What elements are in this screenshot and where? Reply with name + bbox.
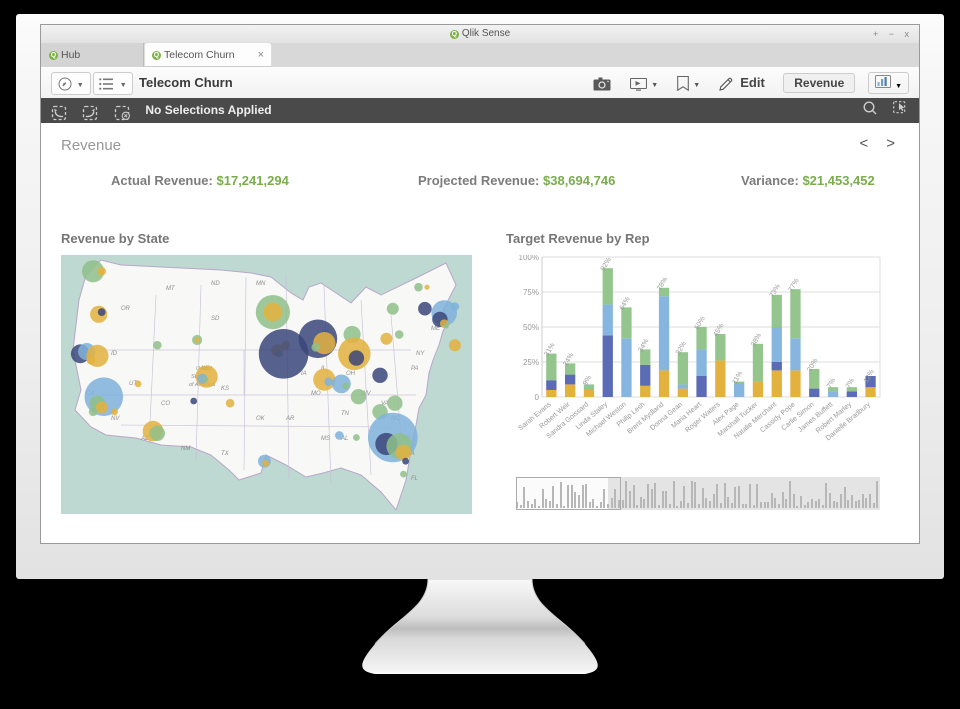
svg-text:AR: AR (285, 416, 295, 422)
svg-text:MN: MN (256, 281, 266, 287)
svg-text:TN: TN (341, 411, 350, 417)
svg-text:75%: 75% (523, 288, 539, 297)
svg-text:OR: OR (121, 306, 131, 312)
svg-text:NV: NV (111, 416, 120, 422)
svg-text:FL: FL (411, 476, 418, 482)
svg-text:50%: 50% (523, 323, 539, 332)
svg-text:OH: OH (346, 371, 356, 377)
svg-text:PA: PA (411, 366, 419, 372)
svg-text:100%: 100% (519, 255, 539, 262)
svg-text:OK: OK (256, 416, 266, 422)
svg-text:ND: ND (211, 281, 220, 287)
svg-text:MS: MS (321, 436, 330, 442)
svg-text:IA: IA (301, 371, 307, 377)
svg-text:TX: TX (221, 451, 230, 457)
svg-text:KS: KS (221, 386, 229, 392)
svg-text:25%: 25% (523, 358, 539, 367)
svg-text:SD: SD (211, 316, 220, 322)
svg-text:ID: ID (111, 351, 118, 357)
svg-text:NY: NY (416, 351, 425, 357)
svg-text:0: 0 (535, 393, 540, 402)
svg-text:NM: NM (181, 446, 190, 452)
svg-text:CO: CO (161, 401, 170, 407)
svg-text:MO: MO (311, 391, 321, 397)
svg-text:MT: MT (166, 286, 176, 292)
